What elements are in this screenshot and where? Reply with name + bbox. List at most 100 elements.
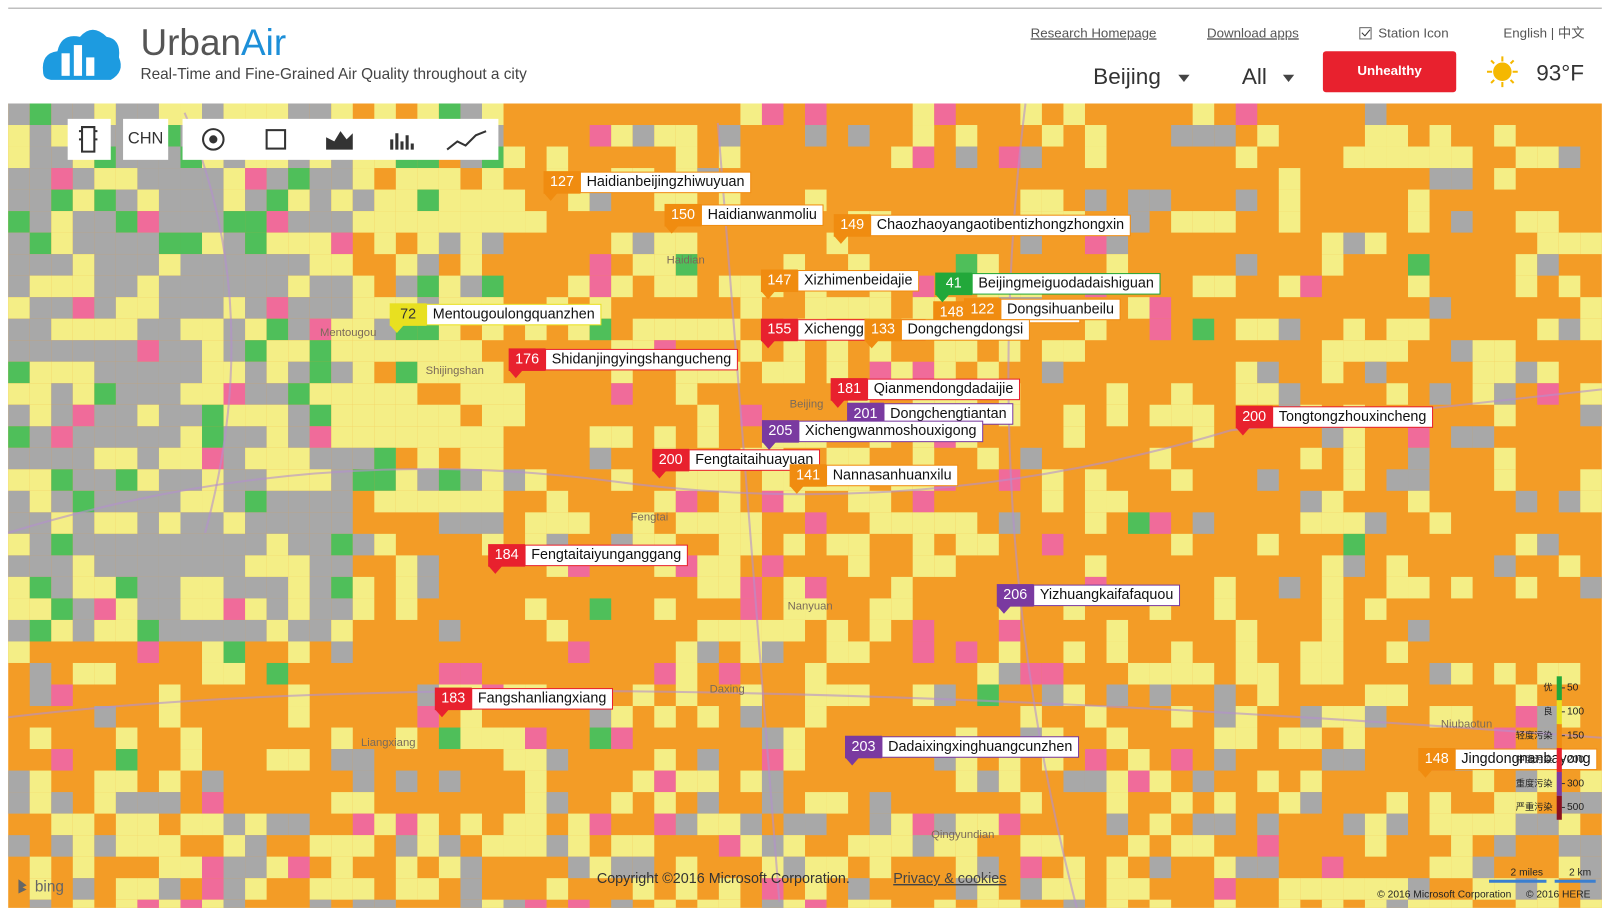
map-cell [460,813,482,836]
map-cell [417,469,439,491]
map-cell [245,813,267,836]
map-cell [374,404,396,427]
station[interactable]: 201 Dongchengtiantan [847,402,1014,433]
station[interactable]: 133 Dongchengdongsi [864,318,1030,349]
station[interactable]: 205 Xichengwanmoshouxigong [761,420,984,450]
map-cell [1214,598,1236,620]
map-cell [94,533,116,556]
map-cell [51,749,73,771]
map-cell [848,835,870,857]
station[interactable]: 181 Qianmendongdadaijie [830,378,1021,408]
tool-heatmap[interactable] [326,131,353,150]
language[interactable]: English | 中文 [1503,25,1584,40]
filter-select[interactable]: All [1242,64,1267,89]
city-select[interactable]: Beijing [1093,64,1161,89]
map-cell [848,447,870,470]
map-cell [1494,340,1516,362]
map-cell [1149,899,1172,908]
station[interactable]: 122 Dongsihuanbeilu [963,298,1121,328]
map-cell [1580,792,1602,814]
map-cell [697,318,719,341]
station[interactable]: 184 Fengtaitaiyunganggang [488,544,688,574]
map-cell [1494,792,1516,814]
station[interactable]: 141 Nannasanhuanxilu [789,464,959,494]
map-cell [29,469,52,491]
map-cell [1451,835,1473,857]
map-cell [1343,426,1365,448]
map-cell [115,576,138,599]
station[interactable]: 72 Mentougoulongquanzhen [389,303,602,334]
map-cell [977,856,999,879]
map-cell [395,813,418,836]
station[interactable]: 200 Fengtaitaihuayuan [652,448,821,479]
map-cell [352,533,375,556]
map-cell [202,662,224,685]
station[interactable]: 176 Shidanjingyingshangucheng [508,348,738,379]
station[interactable]: 127 Haidianbeijingzhiwuyuan [543,171,752,201]
tool-trend[interactable] [446,130,487,151]
brand-air: Air [241,22,286,63]
map-cell [29,856,52,879]
station-value: 201 [854,406,878,422]
map-cell [1321,598,1344,620]
station[interactable]: 41 Beijingmeiguodadaishiguan [935,272,1161,303]
map-cell [29,168,52,190]
map-cell [417,426,439,448]
map-cell [826,533,849,556]
map-cell [1386,641,1409,663]
map-cell [1580,856,1602,879]
map-cell [158,297,181,319]
map-cell [158,619,181,642]
map-cell [1128,512,1150,534]
checkbox[interactable] [1359,27,1372,40]
download-link[interactable]: Download apps [1207,25,1299,40]
map-cell [826,641,849,663]
map-cell [94,770,116,793]
map-cell [1515,813,1538,836]
station[interactable]: 203 Dadaixingxinghuangcunzhen [845,735,1080,766]
map-cell [72,168,95,190]
privacy-link[interactable]: Privacy & cookies [893,871,1006,887]
map-cell [1364,125,1387,147]
map-cell [1472,878,1495,900]
map-cell [783,619,806,642]
map-cell [525,469,547,491]
map-cell [352,318,375,341]
toolbar-traffic[interactable] [67,118,111,160]
map-cell [180,813,203,836]
station-label-box [1033,584,1181,607]
map-cell [697,469,719,491]
map-cell [826,297,849,319]
station[interactable]: 149 Chaozhaoyangaotibentizhongzhongxin [833,214,1131,244]
station[interactable]: 206 Yizhuangkaifafaquou [996,584,1181,614]
map-cell [632,318,655,341]
toolbar-region[interactable] [123,118,169,160]
map-cell [245,598,267,620]
tool-region[interactable] [265,129,287,150]
map-cell [1343,878,1365,900]
tool-station[interactable] [202,128,225,151]
status-button[interactable] [1322,51,1457,93]
map-cell [1408,254,1430,276]
map-cell [1494,361,1516,384]
tool-histogram[interactable] [390,133,414,150]
map-cell [266,404,289,427]
station[interactable]: 200 Tongtongzhouxincheng [1235,405,1434,436]
map-cell [1386,684,1409,707]
station[interactable]: 183 Fangshanliangxiang [434,687,614,718]
map-cell [761,619,784,642]
map-cell [29,555,52,577]
map-cell [611,275,633,298]
station[interactable]: 147 Xizhimenbeidajie [760,269,920,300]
map-cell [1386,878,1409,900]
map-cell [1364,598,1387,620]
map-cell [288,318,310,341]
map-cell [29,447,52,470]
research-link[interactable]: Research Homepage [1031,25,1157,40]
station[interactable]: 150 Haidianwanmoliu [664,203,824,234]
map-cell [1278,275,1301,298]
map-cell [331,383,353,405]
map-cell [438,770,461,793]
map-cell [977,813,999,836]
